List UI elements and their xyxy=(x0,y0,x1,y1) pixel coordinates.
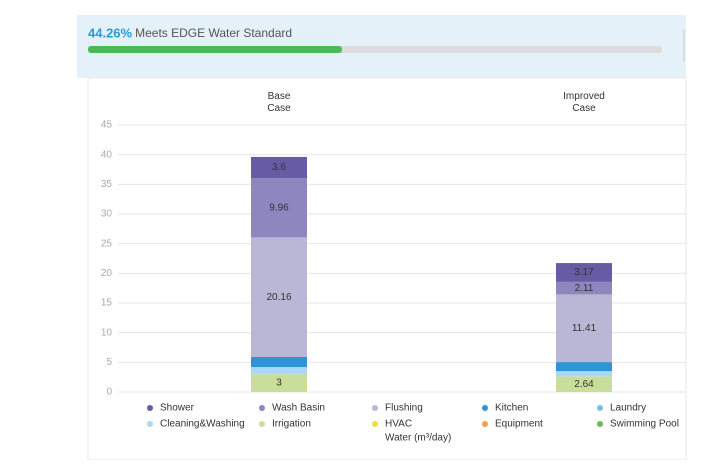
score-percent: 44.26% xyxy=(88,25,133,40)
legend-marker xyxy=(259,421,265,427)
y-tick-label: 20 xyxy=(101,268,113,279)
label-line: Case xyxy=(267,103,291,114)
data-label: 9.96 xyxy=(269,202,289,213)
legend-label: Equipment xyxy=(495,419,543,430)
data-label: 2.11 xyxy=(575,283,594,294)
y-tick-label: 35 xyxy=(101,179,113,190)
label-line: Improved xyxy=(563,91,605,102)
legend-marker xyxy=(372,405,378,411)
legend-marker xyxy=(372,421,378,427)
legend-marker xyxy=(482,405,488,411)
y-tick-label: 15 xyxy=(101,298,113,309)
label-line: Case xyxy=(572,103,596,114)
legend-marker xyxy=(597,421,603,427)
y-tick-label: 30 xyxy=(101,209,113,220)
bar-segment xyxy=(556,362,612,371)
progress-fill xyxy=(88,46,343,53)
x-axis-label: Water (m³/day) xyxy=(385,433,451,444)
bar-segment xyxy=(251,374,307,392)
legend-label: Wash Basin xyxy=(272,403,325,414)
legend-marker xyxy=(147,421,153,427)
legend-label: Irrigation xyxy=(272,419,311,430)
legend-marker xyxy=(597,405,603,411)
bar-segment xyxy=(556,281,612,295)
legend-marker xyxy=(259,405,265,411)
legend-label: Flushing xyxy=(385,403,423,414)
data-label: 3.6 xyxy=(272,162,286,173)
bar-segment xyxy=(251,156,307,179)
bar-segment xyxy=(251,237,307,357)
bar-segment xyxy=(556,370,612,377)
legend-label: Laundry xyxy=(610,403,646,414)
legend-label: Swimming Pool xyxy=(610,419,679,430)
y-tick-label: 10 xyxy=(101,327,113,338)
bar-segment xyxy=(556,376,612,392)
legend-label: Shower xyxy=(160,403,195,414)
bar-segment xyxy=(251,367,307,375)
bar-segment xyxy=(556,263,612,282)
legend-label: Kitchen xyxy=(495,403,528,414)
label-line: Base xyxy=(268,91,291,102)
data-label: 3.17 xyxy=(574,267,594,278)
y-tick-label: 45 xyxy=(101,120,113,131)
y-tick-label: 5 xyxy=(106,357,112,368)
score-label: Meets EDGE Water Standard xyxy=(135,26,292,40)
bar-segment xyxy=(556,294,612,363)
data-label: 3 xyxy=(276,378,282,389)
x-category-label: Improved Case xyxy=(563,91,605,114)
legend-label: HVAC xyxy=(385,419,412,430)
x-category-label: Base Case xyxy=(267,91,291,114)
legend-marker xyxy=(482,421,488,427)
bar-segment xyxy=(251,178,307,238)
data-label: 11.41 xyxy=(572,323,597,334)
bar-segment xyxy=(251,356,307,368)
legend-marker xyxy=(147,405,153,411)
legend-label: Cleaning&Washing xyxy=(160,419,245,430)
y-tick-label: 25 xyxy=(101,238,113,249)
data-label: 2.64 xyxy=(574,379,594,390)
data-label: 20.16 xyxy=(266,292,291,303)
y-tick-label: 40 xyxy=(101,149,113,160)
y-tick-label: 0 xyxy=(106,387,112,398)
